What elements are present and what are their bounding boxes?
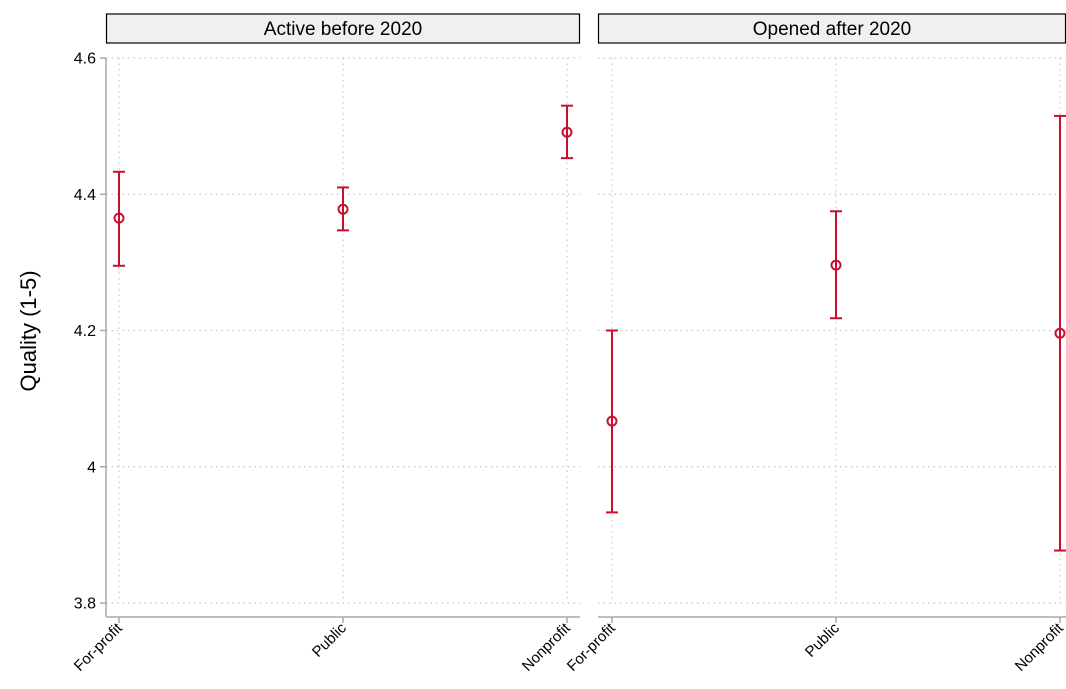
estimate-point	[337, 203, 349, 215]
y-tick-label: 4.6	[74, 51, 96, 68]
x-tick-label: Nonprofit	[1012, 619, 1066, 675]
estimate-point	[830, 259, 842, 271]
estimate-point	[606, 415, 618, 427]
y-tick-label: 4.4	[74, 187, 96, 204]
estimate-point	[113, 212, 125, 224]
y-tick-label: 3.8	[74, 596, 96, 613]
x-tick-label: For-profit	[71, 619, 127, 675]
x-tick-label: Public	[802, 619, 843, 660]
panel-1: Active before 2020 For-profit Public Nonpro…	[71, 13, 581, 675]
x-tick-label: Nonprofit	[519, 619, 575, 675]
panel-title: Active before 2020	[264, 19, 422, 40]
panel-strip	[105, 13, 581, 44]
y-tick-label: 4	[87, 459, 96, 476]
plot-layer: 3.8 4 4.2 4.4 4.6 Active before 2020 For-profi…	[71, 13, 1066, 675]
panel-2: Opened after 2020 For-profit Public Nonprof…	[564, 13, 1066, 675]
x-tick-label: Public	[309, 619, 350, 660]
estimate-point	[1054, 327, 1066, 339]
y-axis-label: Quality (1-5)	[16, 270, 41, 391]
estimate-point	[561, 126, 573, 138]
panel-title: Opened after 2020	[753, 19, 911, 40]
x-tick-label: For-profit	[564, 619, 620, 675]
y-tick-label: 4.2	[74, 323, 96, 340]
